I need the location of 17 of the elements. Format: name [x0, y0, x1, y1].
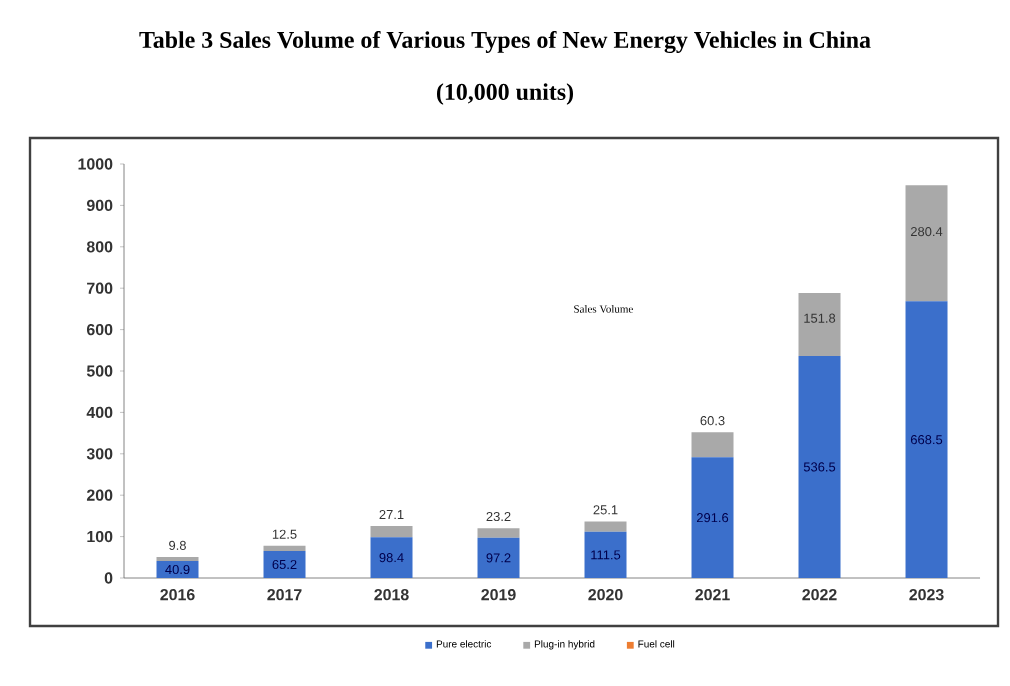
bar [263, 545, 306, 552]
bar [263, 551, 306, 578]
bar [905, 301, 948, 578]
bar [370, 537, 413, 578]
bar [798, 355, 841, 578]
bar [156, 561, 199, 578]
bar [477, 528, 520, 538]
bar [691, 457, 734, 578]
bar [905, 185, 948, 302]
bar [584, 531, 627, 578]
bar [477, 537, 520, 578]
bar [798, 293, 841, 356]
bar [370, 526, 413, 538]
chart-subtitle: (10,000 units) [436, 83, 574, 105]
chart-title: Table 3 Sales Volume of Various Types of New Energy Vehicles in China [139, 30, 871, 54]
bar [584, 521, 627, 532]
bar [691, 432, 734, 458]
